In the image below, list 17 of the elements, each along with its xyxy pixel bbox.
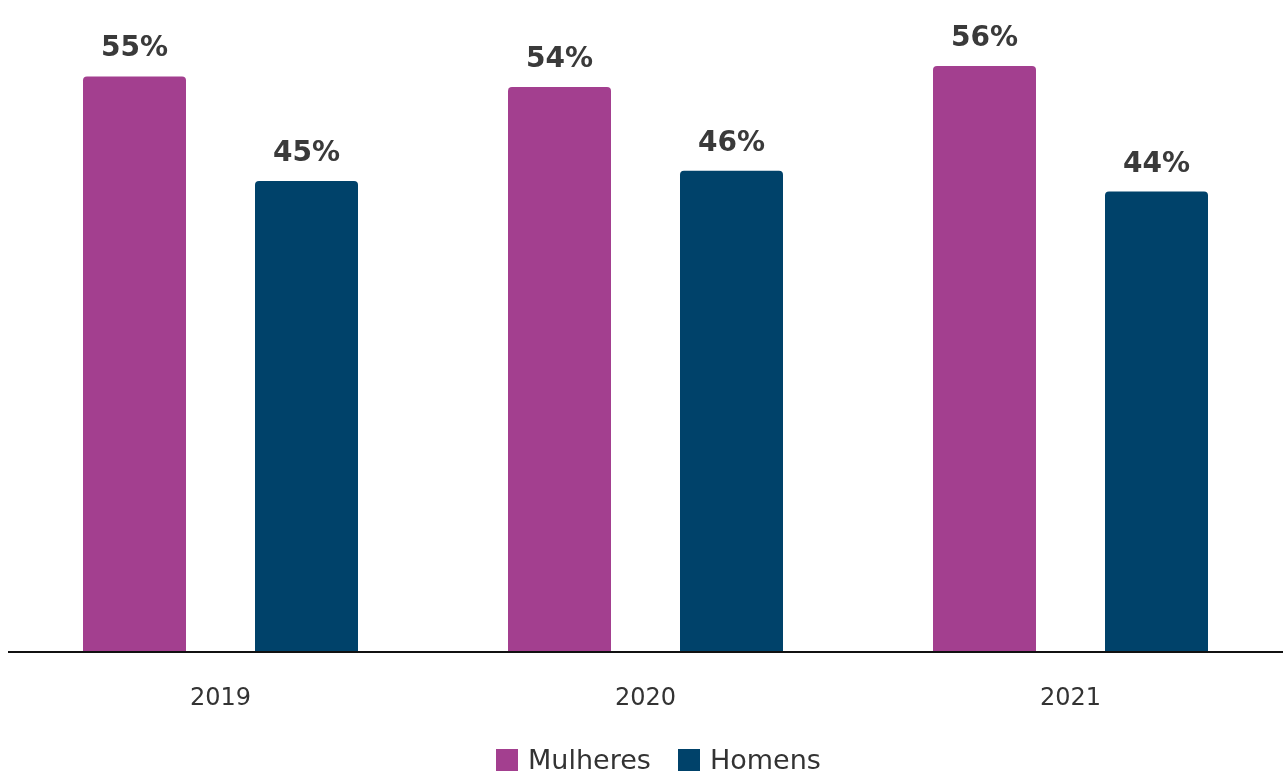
data-label: 45% xyxy=(272,135,341,169)
legend-label: Homens xyxy=(710,744,821,774)
x-tick-label: 2020 xyxy=(614,683,677,711)
bar xyxy=(1105,191,1208,652)
bar xyxy=(680,170,783,652)
x-tick-label: 2019 xyxy=(189,683,252,711)
bar xyxy=(83,76,186,652)
bar xyxy=(933,66,1036,652)
bar xyxy=(508,86,611,652)
data-label: 44% xyxy=(1122,145,1191,179)
x-tick-label: 2021 xyxy=(1039,683,1102,711)
data-label: 46% xyxy=(697,124,766,158)
legend-label: Mulheres xyxy=(528,744,651,774)
data-label: 56% xyxy=(950,20,1019,53)
data-label: 54% xyxy=(525,40,594,74)
bar xyxy=(255,181,358,652)
data-label: 55% xyxy=(100,30,169,64)
